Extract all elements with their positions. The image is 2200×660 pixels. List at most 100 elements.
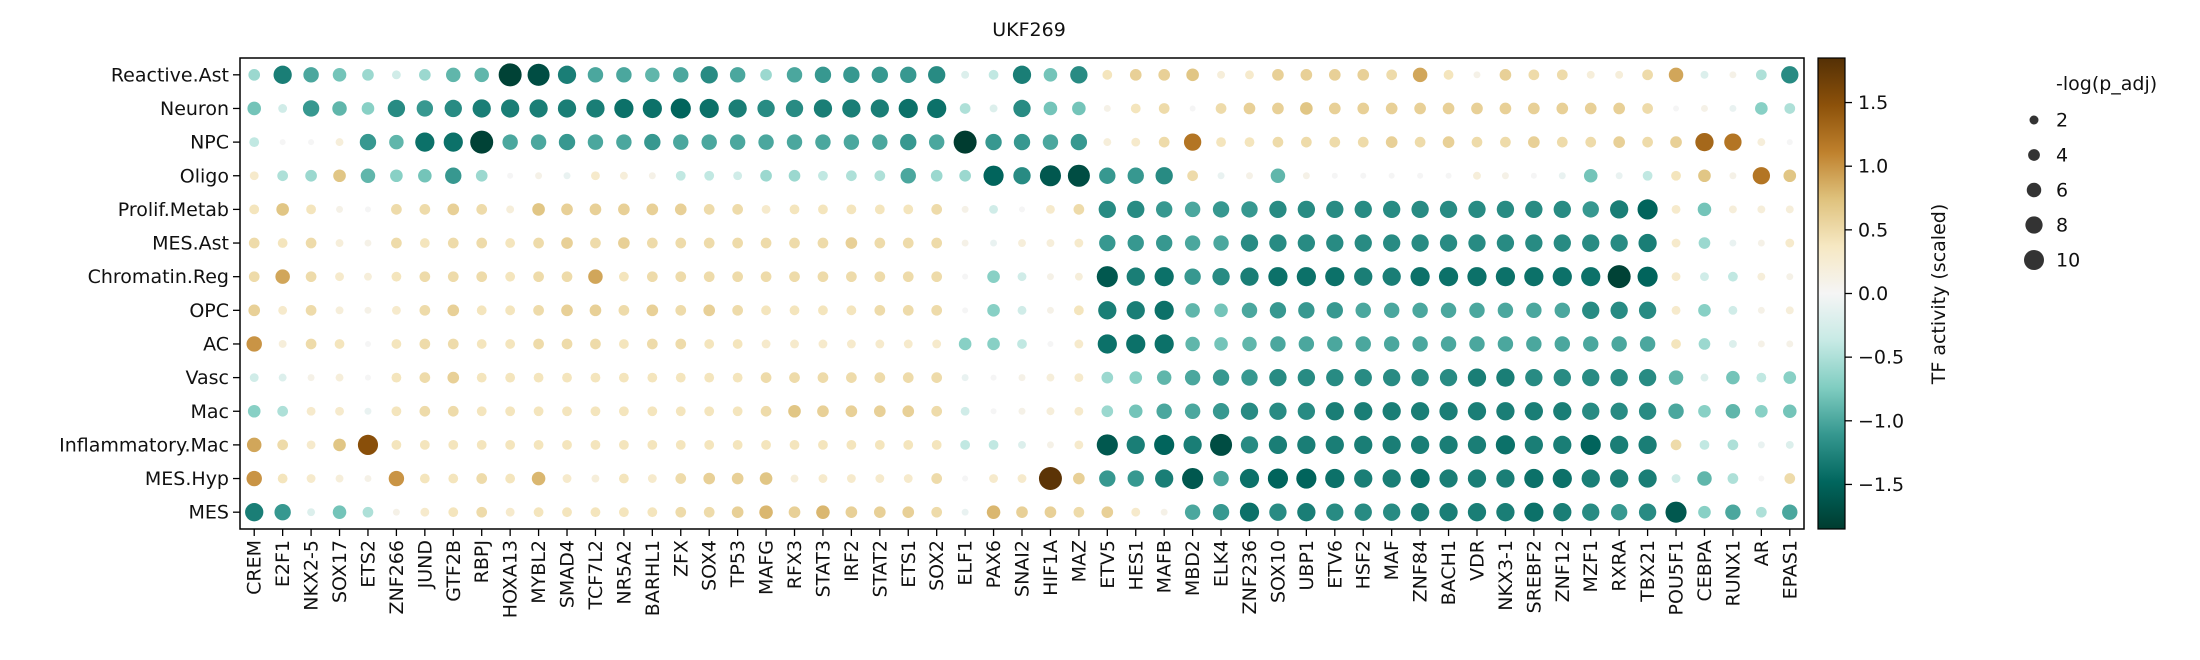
x-tick-label: STAT3 (812, 540, 834, 597)
dot-MES.Hyp-RXRA (1610, 469, 1629, 488)
dot-MES.Hyp-HIF1A (1038, 467, 1062, 491)
dot-OPC-ETS1 (902, 304, 914, 316)
dot-Prolif.Metab-CREM (249, 204, 260, 215)
dot-NPC-GTF2B (443, 132, 463, 152)
dot-MES.Hyp-E2F1 (277, 473, 288, 484)
dot-Neuron-NR5A2 (614, 98, 634, 119)
dot-Oligo-ZNF266 (390, 169, 403, 183)
dot-Reactive.Ast-PAX6 (988, 69, 999, 80)
dot-Oligo-TCF7L2 (591, 171, 600, 181)
dot-Vasc-RFX3 (789, 372, 800, 383)
x-tick-label: NKX2-5 (301, 540, 323, 611)
dot-MES.Ast-EPAS1 (1785, 238, 1795, 248)
x-tick-label: GTF2B (443, 540, 465, 602)
dot-Chromatin.Reg-STAT2 (874, 271, 886, 283)
dot-Vasc-ELF1 (961, 374, 969, 382)
dot-Mac-SOX4 (704, 406, 715, 417)
dot-Neuron-UBP1 (1300, 102, 1313, 115)
dot-Oligo-NKX2-5 (305, 169, 317, 182)
y-tick-label: Reactive.Ast (111, 64, 229, 86)
dot-Chromatin.Reg-AR (1757, 272, 1766, 281)
dot-Neuron-HIF1A (1043, 101, 1058, 116)
x-tick-label: SOX2 (926, 540, 948, 591)
dot-MES.Ast-MZF1 (1582, 234, 1600, 252)
dot-AC-E2F1 (278, 340, 287, 348)
dot-Mac-VDR (1467, 402, 1487, 421)
dot-Oligo-ELF1 (959, 169, 971, 182)
dot-Prolif.Metab-SMAD4 (561, 203, 573, 216)
dot-NPC-NKX2-5 (308, 139, 315, 146)
dot-MES.Ast-E2F1 (277, 238, 288, 248)
dot-MES-POU5F1 (1665, 501, 1687, 523)
dot-MES-E2F1 (274, 503, 291, 521)
dot-Prolif.Metab-RUNX1 (1728, 205, 1737, 214)
x-tick-label: HOXA13 (500, 540, 522, 618)
dot-Inflammatory.Mac-SOX17 (333, 438, 346, 452)
dot-NPC-SOX10 (1272, 136, 1284, 148)
dot-Reactive.Ast-TBX21 (1642, 69, 1653, 81)
x-tick-label: HES1 (1125, 540, 1147, 590)
dot-Oligo-SOX4 (704, 170, 715, 181)
dot-Neuron-HSF2 (1357, 102, 1370, 115)
dot-MES.Ast-HES1 (1127, 234, 1144, 252)
dot-MES.Hyp-POU5F1 (1671, 474, 1681, 483)
dot-Inflammatory.Mac-IRF2 (846, 440, 857, 450)
dot-NPC-ETV5 (1103, 138, 1112, 147)
dot-Chromatin.Reg-ZNF12 (1552, 267, 1572, 287)
dot-MES.Hyp-RUNX1 (1727, 473, 1739, 484)
dot-Mac-JUND (419, 405, 431, 417)
dot-Oligo-EPAS1 (1783, 169, 1797, 183)
dot-Mac-MAZ (1074, 406, 1084, 416)
dot-Oligo-ELK4 (1217, 172, 1225, 180)
dot-NPC-MYBL2 (530, 134, 547, 150)
dot-Chromatin.Reg-POU5F1 (1671, 272, 1681, 282)
dot-MES.Ast-ETS2 (364, 239, 372, 247)
dot-MES-ZFX (675, 506, 687, 518)
dot-OPC-SOX4 (703, 304, 716, 317)
dot-Prolif.Metab-AR (1757, 205, 1766, 214)
dot-MES-SNAI2 (1016, 506, 1028, 519)
dot-MES-ETS1 (902, 506, 915, 519)
dot-MES.Hyp-TCF7L2 (591, 474, 600, 483)
dot-MES-MBD2 (1184, 504, 1201, 520)
dot-Reactive.Ast-RFX3 (786, 67, 803, 83)
dot-Vasc-NKX2-5 (307, 374, 315, 382)
dot-Chromatin.Reg-HOXA13 (505, 271, 516, 282)
dot-OPC-ETV5 (1098, 301, 1117, 320)
dot-OPC-MAFB (1154, 300, 1174, 320)
dot-Prolif.Metab-GTF2B (447, 203, 460, 216)
dot-Oligo-TP53 (733, 171, 743, 181)
dot-Oligo-CREM (249, 171, 259, 181)
x-tick-label: RBPJ (471, 540, 493, 583)
dot-Chromatin.Reg-VDR (1467, 267, 1487, 287)
dot-Inflammatory.Mac-ZFX (675, 440, 686, 450)
dot-Inflammatory.Mac-SREBF2 (1524, 435, 1543, 455)
dot-Inflammatory.Mac-E2F1 (277, 439, 289, 451)
dot-Vasc-TBX21 (1638, 368, 1657, 387)
dot-MES.Hyp-EPAS1 (1784, 473, 1796, 484)
dot-Mac-STAT3 (817, 405, 829, 418)
dot-Oligo-RBPJ (475, 169, 488, 182)
dot-Mac-TP53 (732, 406, 743, 417)
dot-Vasc-HOXA13 (505, 372, 516, 383)
dot-Mac-NKX3-1 (1496, 402, 1515, 421)
dot-MES.Ast-AR (1757, 239, 1765, 247)
dot-MES-JUND (420, 507, 430, 517)
dot-Chromatin.Reg-MAFB (1154, 267, 1174, 287)
dot-Prolif.Metab-E2F1 (276, 203, 289, 216)
dot-Reactive.Ast-STAT2 (871, 66, 889, 84)
dot-Vasc-MZF1 (1582, 368, 1600, 387)
dot-MES-SOX4 (703, 506, 715, 518)
dot-Neuron-MZF1 (1584, 102, 1597, 115)
dot-AC-AR (1757, 340, 1765, 348)
dot-MES.Hyp-JUND (419, 473, 430, 484)
dot-NPC-CREM (249, 137, 260, 147)
dot-NPC-ETV6 (1329, 136, 1341, 148)
x-tick-label: AR (1751, 540, 1773, 566)
dot-Oligo-MBD2 (1187, 170, 1198, 182)
dot-MES.Ast-MBD2 (1184, 235, 1201, 251)
dot-Oligo-UBP1 (1302, 172, 1310, 180)
dot-Neuron-MAFB (1158, 103, 1170, 114)
x-tick-label: SNAI2 (1012, 540, 1034, 597)
y-tick-label: NPC (190, 132, 229, 154)
